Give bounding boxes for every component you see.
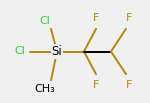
Text: F: F xyxy=(126,12,132,23)
Text: F: F xyxy=(93,12,99,23)
Text: Si: Si xyxy=(52,45,62,58)
Text: F: F xyxy=(93,80,99,91)
Text: CH₃: CH₃ xyxy=(35,84,55,94)
Text: Cl: Cl xyxy=(40,16,50,26)
Text: F: F xyxy=(126,80,132,91)
Text: Cl: Cl xyxy=(14,46,25,57)
